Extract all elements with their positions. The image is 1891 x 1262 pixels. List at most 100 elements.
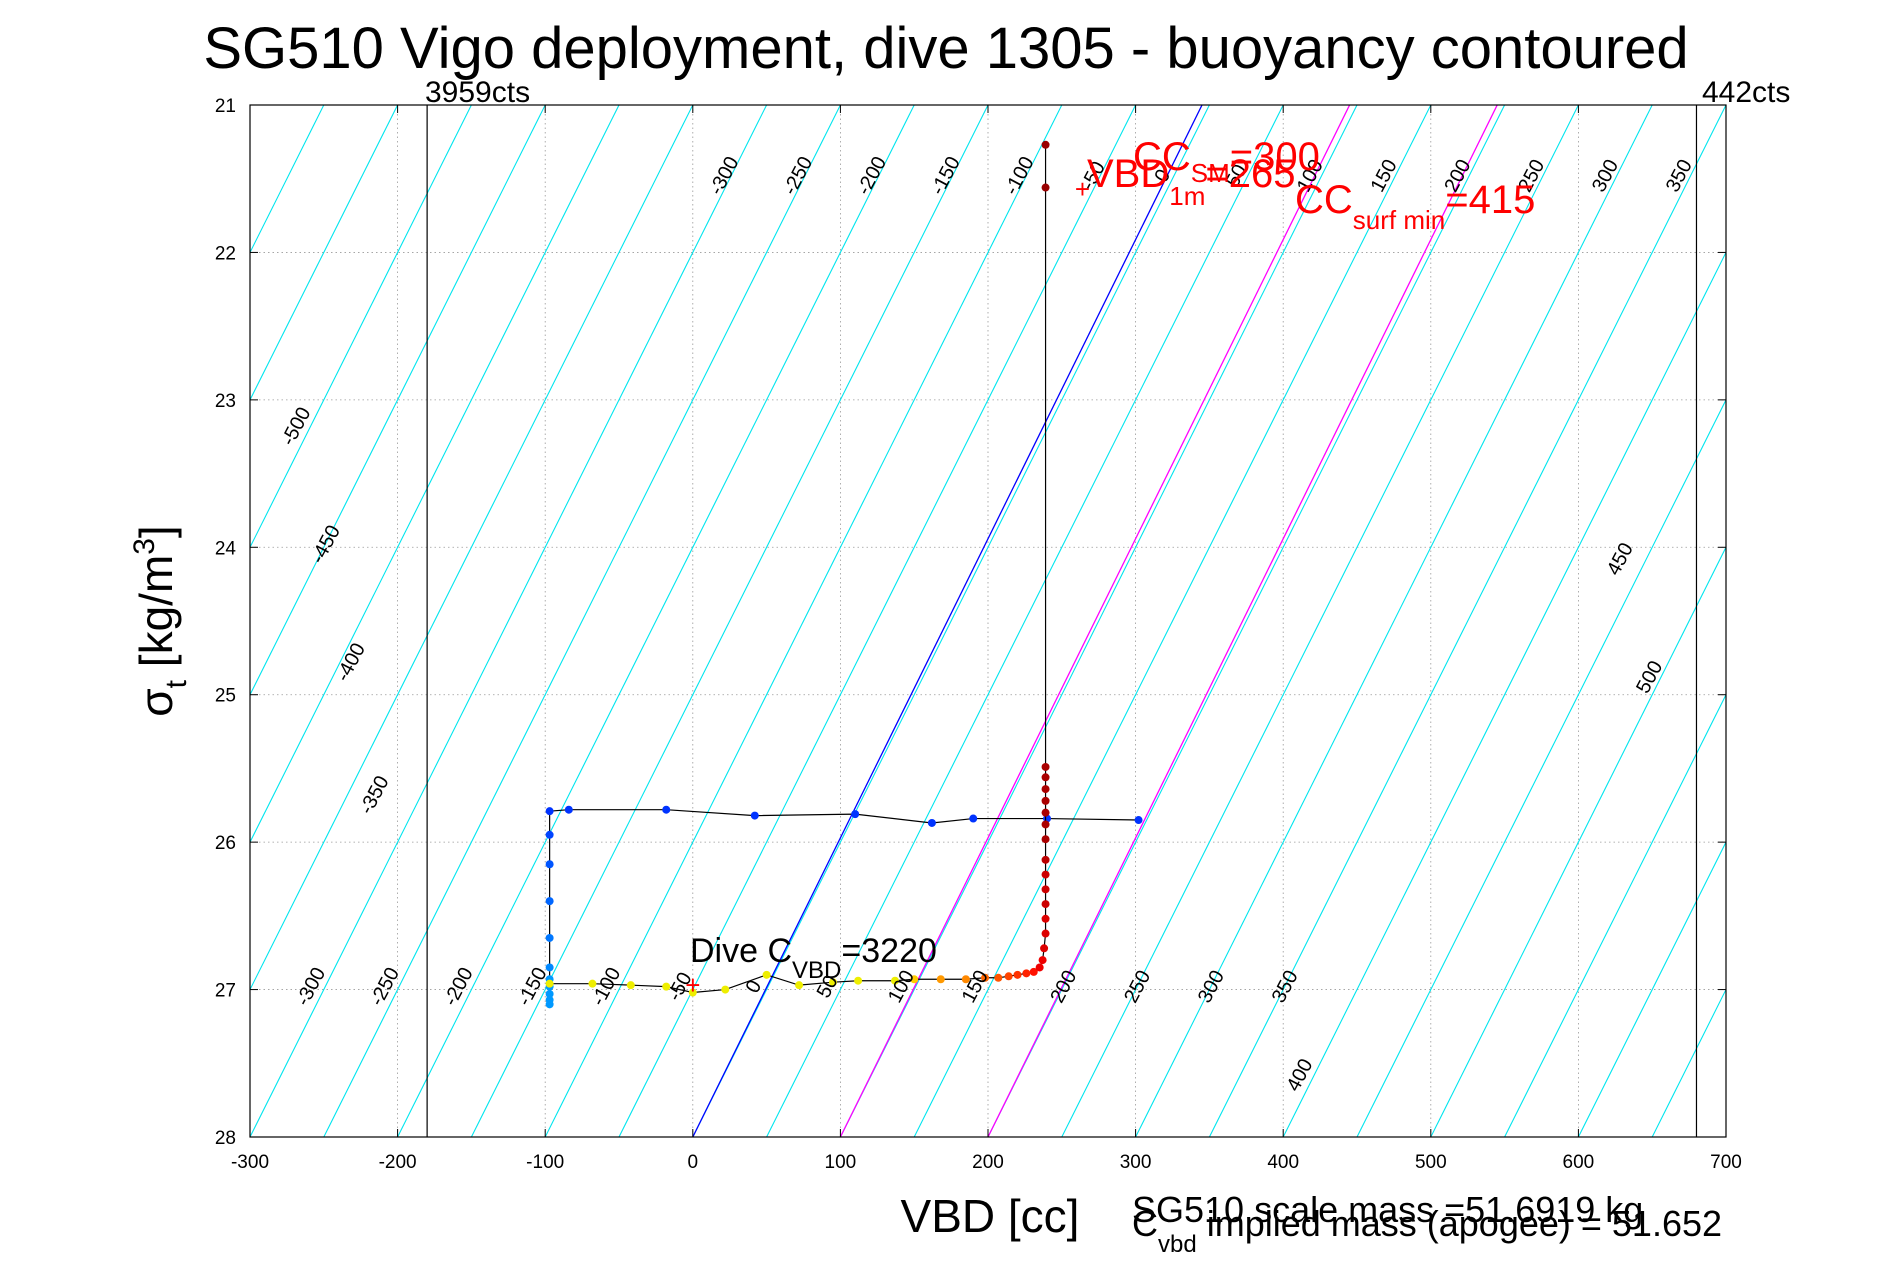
ascent-point [1041,808,1050,817]
ascent-point [626,981,635,990]
x-tick-label: -300 [231,1152,269,1173]
ascent-point [854,976,863,985]
contour-labels: -300 -250 -200 -150 -100 -50 0 50 100 150 200 250 30… [277,153,1697,1095]
ascent-point [1022,969,1031,978]
marker-plus: + [1075,174,1090,204]
contour-line [397,105,915,1137]
ascent-point [1041,796,1050,805]
contour-line [913,105,1432,1137]
descent-point [1134,816,1143,825]
ascent-point [1041,870,1050,879]
x-axis-ticks: -300 -200 -100 0 100 200 300 400 500 600 700 [231,105,1742,1173]
contour-line [250,105,546,696]
ascent-point [1041,914,1050,923]
ascent-point [721,985,730,994]
contour-line [1282,251,1726,1137]
y-tick-label: 22 [215,243,236,264]
contour-line [766,105,1284,1137]
descent-point [545,830,554,839]
ascent-point [688,988,697,997]
descent-point [545,860,554,869]
descent-point [545,1000,554,1009]
ascent-point [936,975,945,984]
ascent-point [891,976,900,985]
reference-line [692,105,1203,1137]
annotation-dive-cvbd: Dive CVBD=3220 [690,932,937,984]
contour-line [1430,546,1726,1137]
reference-line [839,105,1351,1137]
vbd-limit-lines [426,105,1698,1137]
ascent-point [1041,773,1050,782]
descent-point [545,933,554,942]
annotation-cc-surf-min: CCsurf min=415 [1295,178,1535,235]
y-axis-label-subscript: t [160,679,193,688]
descent-point [545,807,554,816]
ascent-point [1041,929,1050,938]
y-axis-label: σt [kg/m3] [128,525,193,716]
ascent-point [762,970,771,979]
contour-line [250,105,694,991]
y-axis-label-symbol: σ [130,688,182,716]
ascent-point [994,973,1003,982]
ascent-point [1041,885,1050,894]
descent-point [927,818,936,827]
footer-scale-mass: SG510 scale mass =51.6919 kg [1132,1189,1643,1230]
y-tick-label: 21 [215,96,236,117]
y-tick-label: 24 [215,538,237,559]
ascent-point [545,979,554,988]
x-tick-label: 700 [1710,1152,1742,1173]
x-tick-label: -200 [379,1152,417,1173]
y-axis-label-unit: [kg/m [130,555,182,680]
svg-text:σt [kg/m3]: σt [kg/m3] [128,525,193,716]
ascent-point [1035,963,1044,972]
y-tick-label: 25 [215,686,236,707]
reference-line [987,105,1498,1137]
descent-point [851,810,860,819]
contour-line [470,105,989,1137]
descent-point [564,805,573,814]
ascent-point [1040,944,1049,953]
descent-point [545,897,554,906]
ascent-point [662,982,671,991]
descent-point [545,989,554,998]
contour-line [250,105,472,549]
marker-plus: + [685,970,700,1000]
y-axis-label-unit-close: ] [130,525,182,538]
ascent-point [1041,900,1050,909]
ascent-point [961,975,970,984]
x-tick-label: 100 [825,1152,857,1173]
contour-line [692,105,1210,1137]
x-tick-label: 300 [1120,1152,1152,1173]
x-tick-label: 500 [1415,1152,1447,1173]
descent-point [750,811,759,820]
contour-line [250,105,399,402]
y-tick-label: 28 [215,1128,236,1149]
chart-title: SG510 Vigo deployment, dive 1305 - buoya… [203,16,1688,81]
y-axis-label-superscript: 3 [128,538,161,555]
contour-line [323,105,841,1137]
x-tick-label: -100 [526,1152,564,1173]
ascent-point [1029,967,1038,976]
ascent-point [1004,972,1013,981]
ascent-point [588,979,597,988]
descent-point [545,963,554,972]
ascent-point [1041,820,1050,829]
ascent-point [1041,785,1050,794]
contour-line [618,105,1137,1137]
y-axis-ticks: 21 22 23 24 25 26 27 28 [215,96,1726,1149]
x-axis-label: VBD [cc] [901,1190,1080,1242]
contour-line [1577,840,1726,1137]
footer-implied-mass: Cvbd implied mass (apogee) = 51.652 [1132,1203,1722,1258]
ascent-point [910,975,919,984]
ascent-point [1013,970,1022,979]
ascent-point [795,981,804,990]
vline-right-label: 442cts [1702,76,1790,109]
ascent-point [1041,183,1050,192]
annotation-vbd-1m: VBD1m=265 [1087,152,1295,211]
contour-line [250,105,768,1137]
ascent-point [1041,835,1050,844]
y-tick-label: 23 [215,391,236,412]
ascent-point [1041,855,1050,864]
x-tick-label: 0 [688,1152,699,1173]
